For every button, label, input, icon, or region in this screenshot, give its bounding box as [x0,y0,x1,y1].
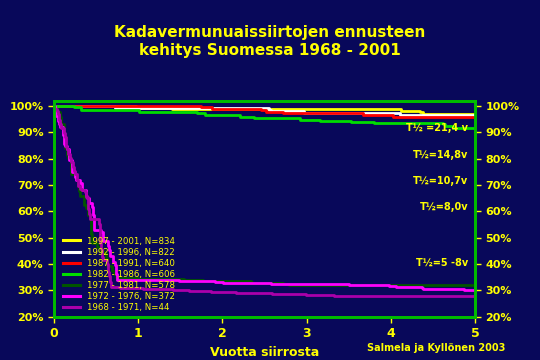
Text: T½=10,7v: T½=10,7v [413,176,469,186]
Legend: 1997 - 2001, N=834, 1992 - 1996, N=822, 1987 - 1991, N=640, 1982 - 1986, N=606, : 1997 - 2001, N=834, 1992 - 1996, N=822, … [63,237,174,312]
Text: T½=14,8v: T½=14,8v [413,150,469,160]
Text: Kadavermunuaissiirtojen ennusteen
kehitys Suomessa 1968 - 2001: Kadavermunuaissiirtojen ennusteen kehity… [114,25,426,58]
Text: T½=5 -8v: T½=5 -8v [416,258,469,268]
Text: T½=8,0v: T½=8,0v [420,202,469,212]
Text: Salmela ja Kyllönen 2003: Salmela ja Kyllönen 2003 [367,343,505,353]
X-axis label: Vuotta siirrosta: Vuotta siirrosta [210,346,319,359]
Text: T½ =21,4 v: T½ =21,4 v [407,123,469,134]
